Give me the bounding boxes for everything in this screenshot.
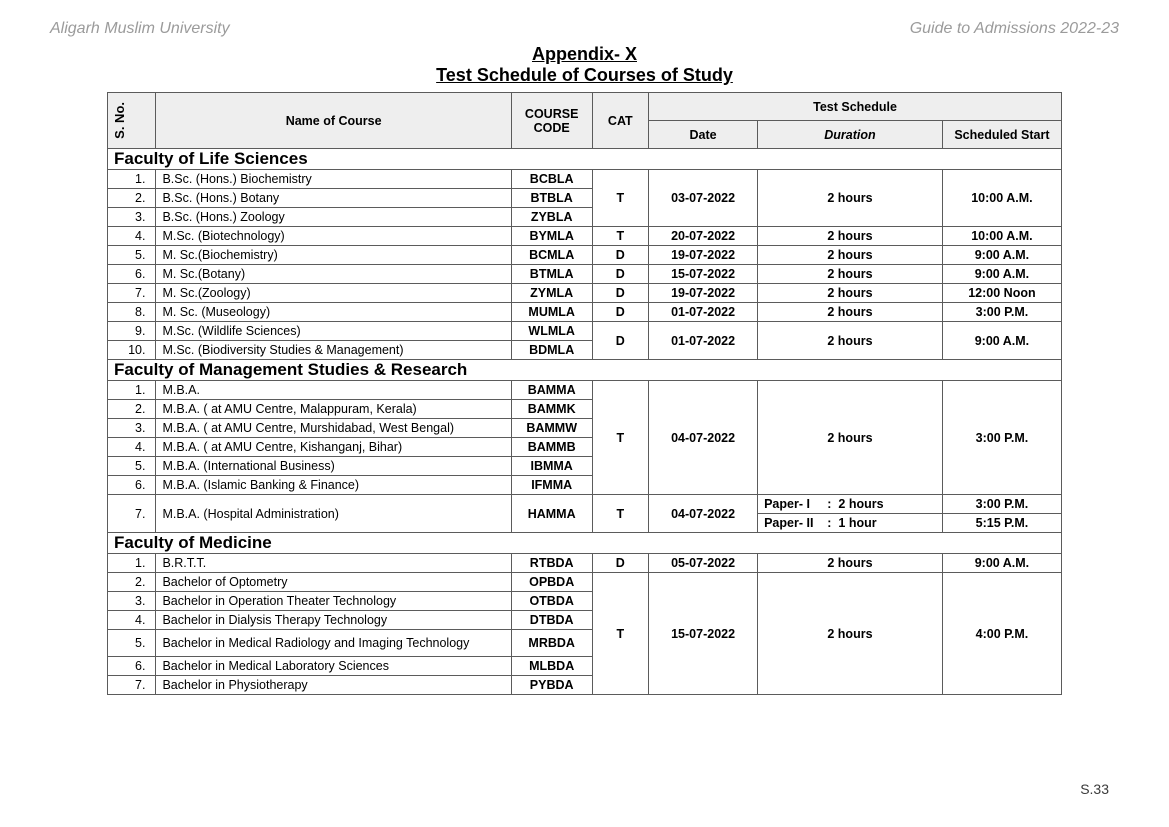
table-row: 8. M. Sc. (Museology) MUMLA D 01-07-2022…: [108, 303, 1062, 322]
page-header: Aligarh Muslim University Guide to Admis…: [0, 0, 1169, 38]
table-row: 1. B.Sc. (Hons.) Biochemistry BCBLA T 03…: [108, 170, 1062, 189]
th-date: Date: [649, 121, 758, 149]
section-life-sciences: Faculty of Life Sciences: [108, 149, 1062, 170]
th-name: Name of Course: [156, 93, 511, 149]
th-start: Scheduled Start: [942, 121, 1061, 149]
table-row: 7. M. Sc.(Zoology) ZYMLA D 19-07-2022 2 …: [108, 284, 1062, 303]
title-block: Appendix- X Test Schedule of Courses of …: [0, 44, 1169, 86]
table-row: 6. M. Sc.(Botany) BTMLA D 15-07-2022 2 h…: [108, 265, 1062, 284]
page-number: S.33: [1080, 781, 1109, 797]
table-row: 4. M.Sc. (Biotechnology) BYMLA T 20-07-2…: [108, 227, 1062, 246]
header-left: Aligarh Muslim University: [50, 20, 230, 38]
table-row: 1. M.B.A. BAMMA T 04-07-2022 2 hours 3:0…: [108, 381, 1062, 400]
th-duration: Duration: [758, 121, 943, 149]
th-cat: CAT: [592, 93, 649, 149]
table-row: 5. M. Sc.(Biochemistry) BCMLA D 19-07-20…: [108, 246, 1062, 265]
table-row: 7. M.B.A. (Hospital Administration) HAMM…: [108, 495, 1062, 514]
table-row: 9. M.Sc. (Wildlife Sciences) WLMLA D 01-…: [108, 322, 1062, 341]
title-line2: Test Schedule of Courses of Study: [0, 65, 1169, 86]
schedule-table: S. No. Name of Course COURSE CODE CAT Te…: [107, 92, 1062, 695]
header-right: Guide to Admissions 2022-23: [910, 20, 1119, 38]
th-sno: S. No.: [108, 93, 156, 149]
table-row: 1. B.R.T.T. RTBDA D 05-07-2022 2 hours 9…: [108, 554, 1062, 573]
section-management: Faculty of Management Studies & Research: [108, 360, 1062, 381]
th-code: COURSE CODE: [511, 93, 592, 149]
th-schedule: Test Schedule: [649, 93, 1062, 121]
table-row: 2. Bachelor of Optometry OPBDA T 15-07-2…: [108, 573, 1062, 592]
section-medicine: Faculty of Medicine: [108, 533, 1062, 554]
title-line1: Appendix- X: [0, 44, 1169, 65]
